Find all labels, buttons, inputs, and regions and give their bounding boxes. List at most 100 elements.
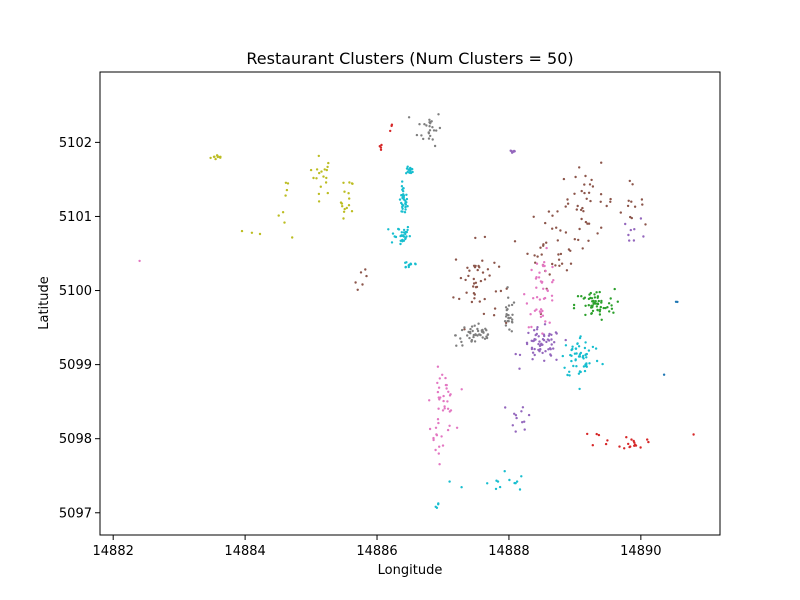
data-point bbox=[587, 297, 591, 301]
data-point bbox=[602, 306, 605, 310]
data-point bbox=[523, 293, 526, 296]
data-point bbox=[510, 330, 513, 333]
data-point bbox=[317, 200, 321, 203]
data-point bbox=[578, 353, 582, 356]
data-point bbox=[354, 281, 357, 284]
data-point bbox=[466, 266, 469, 269]
data-point bbox=[507, 316, 510, 320]
data-point bbox=[415, 133, 419, 137]
data-point bbox=[558, 264, 561, 267]
data-point bbox=[277, 214, 280, 217]
data-point bbox=[513, 412, 516, 415]
y-tick-label: 5100 bbox=[59, 284, 92, 299]
data-point bbox=[364, 268, 367, 271]
data-point bbox=[459, 276, 463, 280]
data-point bbox=[542, 244, 545, 247]
data-point bbox=[437, 502, 440, 505]
data-point bbox=[582, 297, 585, 300]
y-tick-label: 5102 bbox=[59, 136, 92, 151]
data-point bbox=[544, 269, 547, 273]
data-point bbox=[531, 351, 535, 354]
data-point bbox=[402, 231, 406, 234]
data-point bbox=[544, 320, 547, 323]
data-point bbox=[588, 183, 592, 186]
data-point bbox=[404, 208, 407, 211]
data-point bbox=[633, 228, 636, 231]
data-point bbox=[476, 329, 480, 333]
data-point bbox=[551, 281, 554, 284]
data-point bbox=[286, 182, 290, 185]
data-point bbox=[564, 231, 568, 234]
data-point bbox=[580, 217, 583, 221]
x-tick-label: 14890 bbox=[620, 544, 661, 559]
data-point bbox=[240, 229, 244, 233]
data-point bbox=[577, 355, 581, 358]
data-point bbox=[535, 286, 538, 289]
data-point bbox=[544, 350, 547, 353]
data-point bbox=[391, 232, 395, 235]
data-point bbox=[582, 357, 585, 360]
data-point bbox=[550, 294, 554, 297]
data-point bbox=[429, 134, 432, 138]
data-point bbox=[627, 442, 630, 446]
data-point bbox=[566, 198, 569, 201]
data-point bbox=[566, 373, 569, 377]
data-point bbox=[578, 166, 581, 169]
data-point bbox=[557, 253, 560, 256]
data-point bbox=[571, 347, 574, 351]
y-tick-label: 5101 bbox=[59, 210, 92, 225]
data-point bbox=[437, 386, 441, 389]
data-point bbox=[408, 263, 411, 267]
data-point bbox=[609, 297, 612, 300]
data-point bbox=[342, 210, 346, 213]
data-point bbox=[397, 228, 401, 231]
data-point bbox=[513, 481, 516, 485]
data-point bbox=[533, 347, 536, 351]
data-point bbox=[481, 336, 484, 339]
data-point bbox=[317, 154, 320, 158]
data-point bbox=[441, 373, 444, 376]
data-point bbox=[572, 303, 576, 307]
data-point bbox=[483, 235, 487, 239]
data-point bbox=[529, 313, 532, 316]
data-point bbox=[460, 486, 463, 489]
data-point bbox=[401, 207, 404, 210]
data-point bbox=[557, 258, 561, 261]
data-point bbox=[593, 296, 597, 299]
data-point bbox=[428, 129, 432, 132]
data-point bbox=[545, 241, 548, 244]
data-point bbox=[632, 239, 636, 242]
data-point bbox=[542, 339, 546, 342]
data-point bbox=[411, 167, 414, 171]
data-point bbox=[647, 440, 650, 444]
data-point bbox=[563, 366, 566, 369]
data-point bbox=[577, 345, 581, 348]
data-point bbox=[405, 172, 408, 175]
data-point bbox=[483, 337, 487, 340]
data-point bbox=[315, 168, 319, 171]
data-point bbox=[533, 329, 536, 332]
data-point bbox=[551, 214, 554, 217]
data-point bbox=[574, 358, 577, 361]
data-point bbox=[432, 438, 435, 442]
data-point bbox=[590, 312, 593, 315]
data-point bbox=[347, 192, 350, 195]
data-point bbox=[531, 339, 535, 343]
data-point bbox=[508, 328, 511, 331]
data-point bbox=[214, 157, 217, 161]
data-point bbox=[485, 329, 488, 332]
data-point bbox=[473, 324, 476, 327]
data-point bbox=[436, 390, 440, 394]
data-point bbox=[590, 297, 594, 300]
data-point bbox=[438, 445, 441, 448]
data-point bbox=[428, 427, 432, 431]
data-point bbox=[432, 436, 435, 440]
data-point bbox=[527, 331, 530, 335]
data-point bbox=[468, 330, 472, 334]
data-point bbox=[436, 418, 440, 421]
data-point bbox=[401, 210, 404, 213]
data-point bbox=[584, 341, 587, 344]
data-point bbox=[283, 221, 286, 224]
data-point bbox=[555, 226, 558, 229]
data-point bbox=[600, 161, 603, 164]
